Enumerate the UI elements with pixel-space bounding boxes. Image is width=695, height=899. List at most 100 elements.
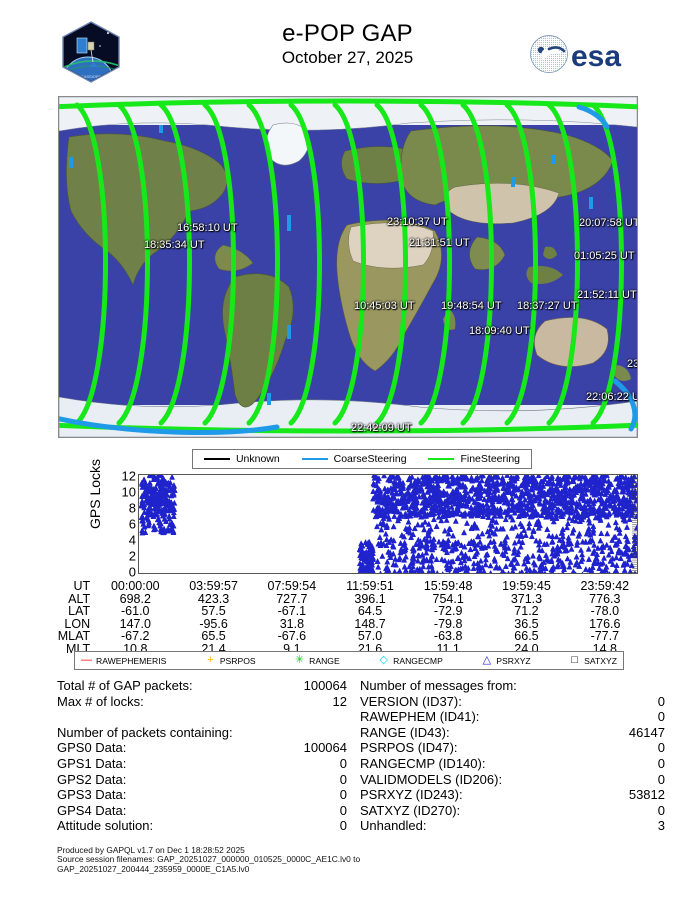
ephemeris-row-label: UT xyxy=(73,579,91,593)
steering-legend-label: FineSteering xyxy=(460,453,521,465)
messages-from-heading: Number of messages from: xyxy=(360,678,517,693)
message-legend-label: PSRPOS xyxy=(219,655,256,666)
statistic-label: SATXYZ (ID270): xyxy=(360,802,461,818)
ephemeris-table: UT 00:00:00 03:59:57 07:59:54 11:59:51 15:59:… xyxy=(44,580,644,656)
message-legend-item: + PSRPOS xyxy=(205,655,256,666)
statistic-value: 0 xyxy=(657,709,665,725)
message-legend-symbol: ✳ xyxy=(295,654,305,666)
statistic-value: 0 xyxy=(657,802,665,818)
statistic-label: RANGECMP (ID140): xyxy=(360,755,486,771)
table-row: MLAT -67.2 65.5 -67.6 57.0 -63.8 66.5 -77.7 xyxy=(44,630,644,643)
statistic-label: Attitude solution: xyxy=(57,818,154,834)
page-subtitle: October 27, 2025 xyxy=(281,48,414,67)
ephemeris-cell: -72.9 xyxy=(433,604,463,619)
statistic-value: 0 xyxy=(339,787,347,803)
total-packets-row: Total # of GAP packets: 100064 xyxy=(57,678,347,694)
spacer xyxy=(57,709,347,725)
ephemeris-cell: -67.2 xyxy=(121,629,150,644)
esa-logo-text: esa xyxy=(571,40,621,73)
statistic-row: RANGE (ID43): 46147 xyxy=(360,725,665,741)
gps-y-tick-label: 6 xyxy=(128,516,136,532)
table-row: UT 00:00:00 03:59:57 07:59:54 11:59:51 15:59:… xyxy=(44,580,644,593)
map-time-label: 19:48:54 UT xyxy=(441,300,502,312)
message-legend-symbol: □ xyxy=(571,654,578,666)
ephemeris-cell: 11:59:51 xyxy=(346,579,394,593)
ephemeris-cell: -79.8 xyxy=(433,616,463,631)
statistic-label: RANGE (ID43): xyxy=(360,724,450,740)
statistic-value: 53812 xyxy=(628,787,665,803)
message-statistics: Number of messages from: VERSION (ID37):… xyxy=(360,678,665,834)
ephemeris-cell: 31.8 xyxy=(279,616,305,631)
message-legend-symbol: — xyxy=(81,654,92,666)
ephemeris-cell: 57.0 xyxy=(357,629,383,644)
footer-line-3: GAP_20251027_200444_235959_0000E_C1A5.lv… xyxy=(57,863,250,874)
ephemeris-cell: -78.0 xyxy=(590,604,620,619)
message-legend-symbol: + xyxy=(207,654,214,666)
legend-line-swatch xyxy=(301,457,328,461)
antarctica-coast xyxy=(59,396,637,437)
map-time-label: 21:52:11 UT xyxy=(577,289,637,301)
statistic-row: GPS0 Data: 100064 xyxy=(57,740,347,756)
message-legend-symbol: ◇ xyxy=(379,654,388,666)
statistic-value: 0 xyxy=(339,818,347,834)
ephemeris-cell: -67.6 xyxy=(277,629,307,644)
map-time-label: 18:37:27 UT xyxy=(517,300,578,312)
statistic-row: GPS2 Data: 0 xyxy=(57,772,347,788)
statistic-label: GPS3 Data: xyxy=(57,787,127,803)
ephemeris-cell: 00:00:00 xyxy=(110,579,160,593)
ephemeris-cell: -63.8 xyxy=(433,629,463,644)
statistic-value: 3 xyxy=(657,818,665,834)
statistic-label: GPS0 Data: xyxy=(57,740,127,756)
page-title: e-POP GAP xyxy=(282,20,413,47)
map-time-label: 21:31:51 UT xyxy=(409,237,470,249)
ephemeris-cell: -61.0 xyxy=(121,604,150,619)
statistic-row: GPS1 Data: 0 xyxy=(57,756,347,772)
statistic-value: 100064 xyxy=(303,740,347,756)
ephemeris-cell: 64.5 xyxy=(357,604,383,619)
table-row: LAT -61.0 57.5 -67.1 64.5 -72.9 71.2 -78.0 xyxy=(44,605,644,618)
statistic-value: 46147 xyxy=(628,724,665,740)
ephemeris-cell: 03:59:57 xyxy=(189,579,238,593)
ephemeris-cell: -67.1 xyxy=(277,604,307,619)
statistic-row: SATXYZ (ID270): 0 xyxy=(360,803,665,819)
gps-locks-plot-area xyxy=(138,474,638,574)
gps-y-tick-label: 8 xyxy=(128,500,136,516)
ephemeris-cell: 147.0 xyxy=(119,616,151,631)
steering-legend-item: Unknown xyxy=(203,453,280,465)
legend-line-swatch xyxy=(428,457,455,461)
message-legend-item: ◇ RANGECMP xyxy=(378,654,443,666)
ephemeris-cell: 19:59:45 xyxy=(502,579,551,593)
gps-locks-chart: GPS Locks 0 2 4 6 8 10 12 xyxy=(58,459,638,579)
map-time-label: 22:06:22 UT xyxy=(586,391,637,403)
statistic-label: GPS1 Data: xyxy=(57,755,127,771)
ephemeris-row-label: LAT xyxy=(68,604,91,619)
map-time-label: 20:07:58 UT xyxy=(579,217,638,229)
statistic-row: VERSION (ID37): 0 xyxy=(360,694,665,710)
cassiope-mission-patch-icon: CASSIOPE xyxy=(62,21,120,83)
statistic-row: PSRPOS (ID47): 0 xyxy=(360,740,665,756)
ephemeris-row-label: LON xyxy=(64,616,91,631)
statistic-value: 0 xyxy=(657,693,665,709)
gps-y-tick-label: 10 xyxy=(121,484,136,500)
table-row: ALT 698.2 423.3 727.7 396.1 754.1 371.3 776.3 xyxy=(44,591,644,606)
statistic-value: 0 xyxy=(657,740,665,756)
ephemeris-cell: 176.6 xyxy=(589,616,621,631)
steering-legend-label: CoarseSteering xyxy=(333,453,407,465)
total-packets-label: Total # of GAP packets: xyxy=(57,678,193,693)
ephemeris-cell: 07:59:54 xyxy=(267,579,317,593)
statistic-value: 0 xyxy=(339,755,347,771)
mission-logo-text: CASSIOPE xyxy=(81,74,102,79)
page-header: CASSIOPE e-POP GAP October 27, 2025 esa xyxy=(0,0,695,92)
ephemeris-cell: 754.1 xyxy=(432,591,464,606)
message-legend-symbol: △ xyxy=(482,654,492,666)
statistic-row: PSRXYZ (ID243): 53812 xyxy=(360,787,665,803)
statistic-label: GPS4 Data: xyxy=(57,802,127,818)
gps-y-tick-label: 4 xyxy=(128,532,136,548)
ephemeris-cell: 148.7 xyxy=(354,616,386,631)
statistic-row: Attitude solution: 0 xyxy=(57,818,347,834)
ephemeris-cell: 396.1 xyxy=(354,591,386,606)
ephemeris-row-label: ALT xyxy=(68,591,91,606)
statistic-value: 0 xyxy=(657,755,665,771)
message-legend-label: RANGECMP xyxy=(393,655,443,666)
ephemeris-cell: 776.3 xyxy=(589,591,621,606)
